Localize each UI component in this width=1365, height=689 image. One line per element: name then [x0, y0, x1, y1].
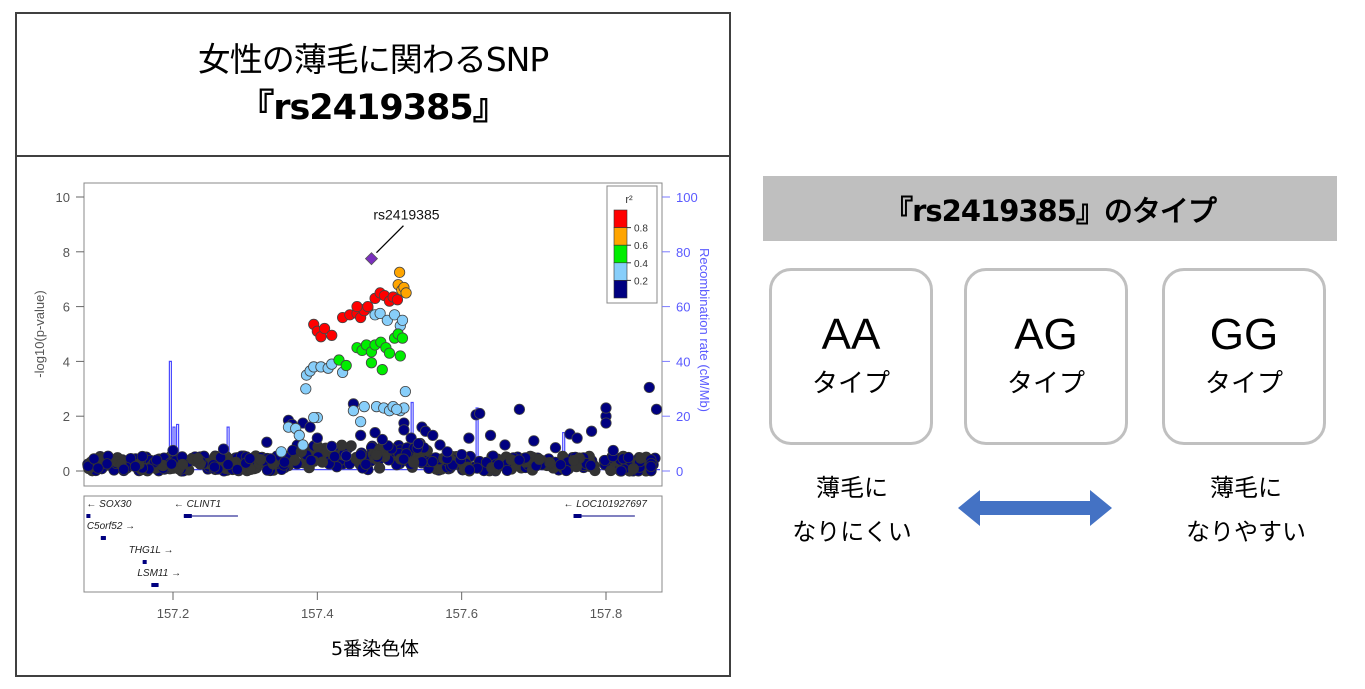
svg-text:0.8: 0.8: [634, 224, 648, 235]
x-axis: 157.2 157.4 157.6 157.8: [157, 592, 623, 621]
svg-text:80: 80: [676, 245, 690, 260]
genotype-card-ag: AG タイプ: [964, 268, 1128, 445]
title-line-1: 女性の薄毛に関わるSNP: [197, 39, 550, 79]
svg-text:60: 60: [676, 300, 690, 315]
gene-track: ← SOX30 ← CLINT1 ← LOC101927697 C5orf52 → TH…: [86, 499, 647, 587]
svg-text:r²: r²: [625, 194, 633, 206]
y-axis-label: -log10(p-value): [32, 290, 47, 377]
svg-text:← CLINT1: ← CLINT1: [174, 499, 221, 510]
title-box: 女性の薄毛に関わるSNP 『rs2419385』: [17, 14, 729, 157]
low-risk-line-1: 薄毛に: [816, 474, 888, 502]
x-axis-label: 5番染色体: [330, 638, 420, 660]
svg-text:4: 4: [63, 354, 70, 369]
svg-text:157.2: 157.2: [157, 606, 190, 621]
svg-text:40: 40: [676, 354, 690, 369]
svg-text:0.2: 0.2: [634, 276, 648, 287]
high-risk-label: 薄毛に なりやすい: [1161, 466, 1331, 554]
high-risk-line-1: 薄毛に: [1210, 474, 1282, 502]
svg-text:0: 0: [63, 464, 70, 479]
genotype-sub: タイプ: [1204, 368, 1283, 399]
svg-text:100: 100: [676, 190, 698, 205]
genotype-card-gg: GG タイプ: [1162, 268, 1326, 445]
svg-text:C5orf52 →: C5orf52 →: [87, 521, 135, 532]
low-risk-line-2: なりにくい: [792, 518, 912, 546]
plot-frame: [83, 182, 663, 487]
svg-text:rs2419385: rs2419385: [373, 207, 439, 223]
svg-text:10: 10: [56, 190, 70, 205]
regional-plot-panel: 女性の薄毛に関わるSNP 『rs2419385』 5番染色体: [15, 12, 731, 677]
svg-text:0: 0: [676, 464, 683, 479]
low-risk-label: 薄毛に なりにくい: [767, 466, 937, 554]
y-axis: 0 2 4 6 8 10: [56, 190, 84, 479]
svg-text:← LOC101927697: ← LOC101927697: [564, 499, 648, 510]
high-risk-line-2: なりやすい: [1186, 518, 1306, 546]
svg-text:0.6: 0.6: [634, 241, 648, 252]
title-line-2: 『rs2419385』: [239, 87, 508, 128]
svg-text:0.4: 0.4: [634, 259, 648, 270]
double-arrow-icon: [958, 490, 1112, 526]
svg-text:8: 8: [63, 245, 70, 260]
svg-text:← SOX30: ← SOX30: [86, 499, 131, 510]
genotype-label: GG: [1209, 309, 1279, 359]
r2-legend: r² 0.8 0.6 0.4 0.2: [606, 185, 658, 304]
genotype-sub: タイプ: [1006, 368, 1085, 399]
svg-text:157.4: 157.4: [301, 606, 334, 621]
genotype-card-aa: AA タイプ: [769, 268, 933, 445]
svg-text:157.8: 157.8: [590, 606, 623, 621]
y2-axis-label: Recombination rate (cM/Mb): [697, 248, 712, 412]
genotype-label: AG: [1014, 309, 1078, 359]
svg-text:LSM11 →: LSM11 →: [137, 568, 181, 579]
svg-text:THG1L →: THG1L →: [129, 545, 174, 556]
genotype-label: AA: [821, 309, 881, 359]
genotype-sub: タイプ: [811, 368, 890, 399]
locuszoom-plot: 0 2 4 6 8 10 0 20 40 60 80 100 -log10(p-value) Rec…: [32, 182, 712, 621]
svg-text:20: 20: [676, 409, 690, 424]
y2-axis: 0 20 40 60 80 100: [662, 190, 698, 479]
svg-text:157.6: 157.6: [445, 606, 478, 621]
genotype-header: 『rs2419385』のタイプ: [763, 176, 1337, 241]
svg-text:6: 6: [63, 300, 70, 315]
svg-text:2: 2: [63, 409, 70, 424]
snp-points: [82, 266, 663, 477]
gene-track-frame: [83, 495, 663, 593]
lead-snp-annotation: rs2419385: [364, 207, 440, 266]
